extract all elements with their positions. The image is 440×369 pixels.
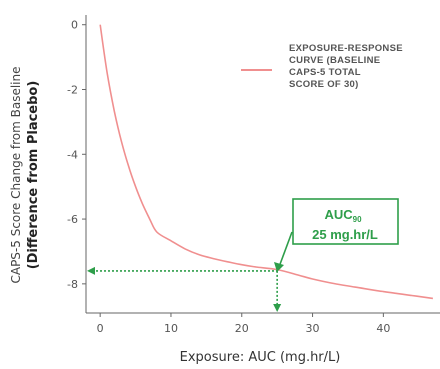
x-ticks: 0 10 20 30 40 <box>97 313 390 335</box>
y-axis-title-line-1: CAPS-5 Score Change from Baseline <box>9 66 23 283</box>
auc90-annotation-box <box>292 198 399 245</box>
x-tick-label: 30 <box>306 322 320 335</box>
x-tick-label: 0 <box>97 322 104 335</box>
exposure-response-curve <box>99 24 434 300</box>
down-arrow-head-icon <box>273 304 282 312</box>
legend-line-1: EXPOSURE-RESPONSE <box>289 43 403 54</box>
x-tick-label: 40 <box>376 322 390 335</box>
y-tick-label: -2 <box>67 84 78 97</box>
annotation-pointer-arrow-icon <box>274 262 284 272</box>
y-ticks: 0 -2 -4 -6 -8 <box>67 19 86 291</box>
y-tick-label: -6 <box>67 213 78 226</box>
legend-line-4: SCORE OF 30) <box>289 79 359 90</box>
x-tick-label: 10 <box>164 322 178 335</box>
y-tick-label: -8 <box>67 278 78 291</box>
annotation-pointer-line <box>278 231 293 268</box>
x-tick-label: 20 <box>235 322 249 335</box>
y-axis-title-line-2: (Difference from Placebo) <box>26 81 41 270</box>
y-tick-label: -4 <box>67 148 78 161</box>
legend-line-3: CAPS-5 TOTAL <box>289 67 361 78</box>
x-axis-title: Exposure: AUC (mg.hr/L) <box>180 350 341 365</box>
left-arrow-head-icon <box>87 266 95 275</box>
legend-line-2: CURVE (BASELINE <box>289 55 380 66</box>
y-tick-label: 0 <box>71 19 78 32</box>
auc90-label: AUC90 <box>324 207 362 224</box>
auc90-value: 25 mg.hr/L <box>312 227 378 242</box>
